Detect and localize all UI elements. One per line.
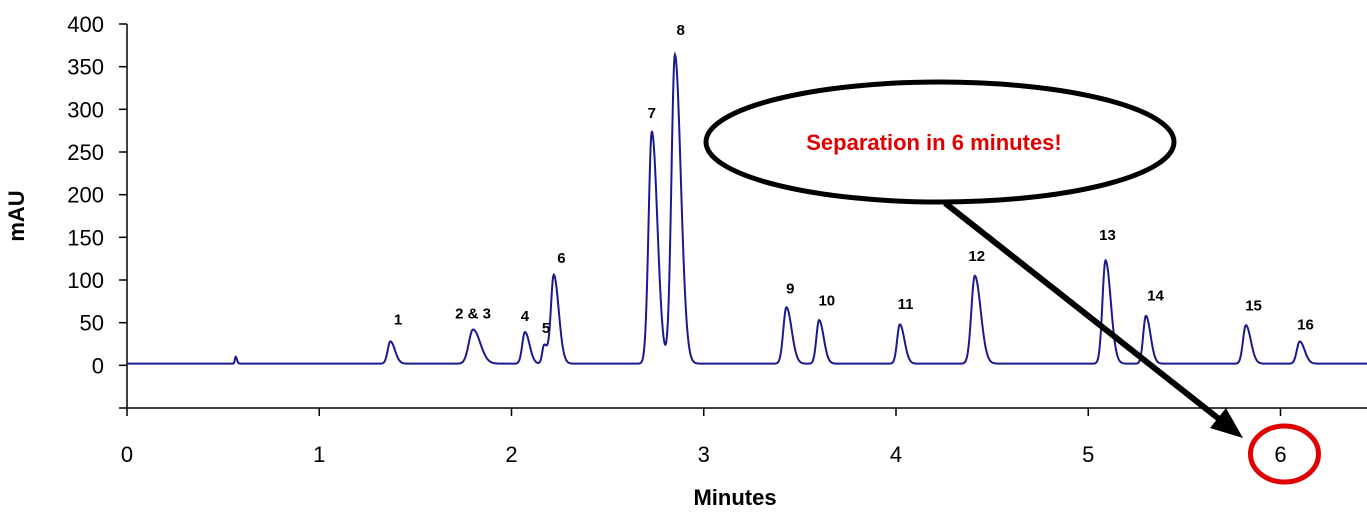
peak-label: 13 xyxy=(1099,227,1116,244)
y-tick-label: 100 xyxy=(67,268,104,293)
callout-annotation: Separation in 6 minutes! xyxy=(703,79,1321,485)
x-tick-label: 6 xyxy=(1274,442,1286,467)
y-tick-label: 150 xyxy=(67,225,104,250)
x-axis-title: Minutes xyxy=(693,485,776,510)
peak-label: 2 & 3 xyxy=(455,305,491,322)
peak-label: 10 xyxy=(818,293,835,310)
peak-label: 9 xyxy=(786,281,794,298)
peak-label: 12 xyxy=(968,248,985,265)
y-tick-label: 200 xyxy=(67,183,104,208)
peak-label: 4 xyxy=(521,308,530,325)
x-tick-label: 5 xyxy=(1082,442,1094,467)
peak-label: 5 xyxy=(542,320,550,337)
y-ticks: 0 50 100 150 200 250 300 350 400 xyxy=(67,12,127,409)
peak-label: 11 xyxy=(898,296,914,313)
callout-arrow xyxy=(943,200,1235,433)
callout-arrowhead xyxy=(1210,408,1243,438)
x-tick-label: 0 xyxy=(121,442,133,467)
x-tick-label: 4 xyxy=(890,442,902,467)
y-tick-label: 250 xyxy=(67,140,104,165)
chromatogram-trace xyxy=(127,51,1367,365)
y-tick-label: 0 xyxy=(92,353,104,378)
x-tick-label: 2 xyxy=(505,442,517,467)
peak-label: 14 xyxy=(1147,287,1164,304)
peak-label: 8 xyxy=(677,22,685,39)
peak-labels: 1 2 & 3 45 6 7 8 9 10 11 12 13 14 15 16 xyxy=(394,22,1314,337)
y-tick-label: 50 xyxy=(80,311,104,336)
peak-label: 1 xyxy=(394,311,402,328)
x-tick-label: 1 xyxy=(313,442,325,467)
peak-label: 6 xyxy=(557,250,565,267)
y-tick-label: 300 xyxy=(67,97,104,122)
peak-label: 16 xyxy=(1297,316,1314,333)
callout-bubble xyxy=(703,79,1177,205)
highlight-circle xyxy=(1247,423,1321,485)
x-ticks: 0 1 2 3 4 5 6 xyxy=(121,408,1287,467)
peak-label: 15 xyxy=(1245,298,1262,315)
callout-text: Separation in 6 minutes! xyxy=(806,130,1062,155)
peak-label: 7 xyxy=(648,105,656,122)
y-tick-label: 350 xyxy=(67,55,104,80)
y-axis-title: mAU xyxy=(4,190,29,241)
y-tick-label: 400 xyxy=(67,12,104,37)
x-tick-label: 3 xyxy=(698,442,710,467)
